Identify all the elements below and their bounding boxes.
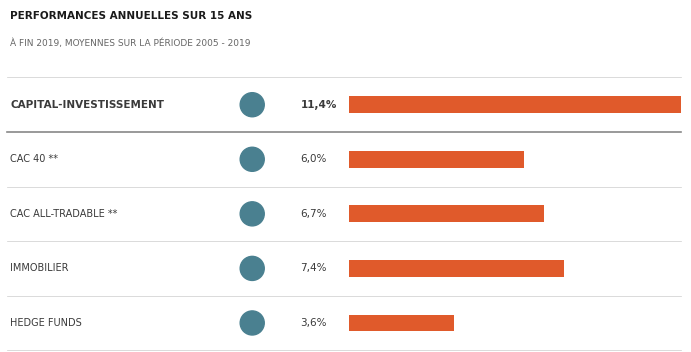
Text: 6,7%: 6,7%: [301, 209, 327, 219]
Circle shape: [240, 311, 264, 335]
Text: 6,0%: 6,0%: [301, 154, 327, 164]
Circle shape: [240, 202, 264, 226]
Text: CAC 40 **: CAC 40 **: [10, 154, 58, 164]
Text: HEDGE FUNDS: HEDGE FUNDS: [10, 318, 82, 328]
Circle shape: [240, 93, 264, 117]
Circle shape: [240, 256, 264, 281]
Text: À FIN 2019, MOYENNES SUR LA PÉRIODE 2005 - 2019: À FIN 2019, MOYENNES SUR LA PÉRIODE 2005…: [10, 39, 251, 48]
Text: 11,4%: 11,4%: [301, 100, 337, 110]
Circle shape: [240, 147, 264, 171]
Text: 7,4%: 7,4%: [301, 263, 327, 274]
Text: CAPITAL-INVESTISSEMENT: CAPITAL-INVESTISSEMENT: [10, 100, 164, 110]
Text: PERFORMANCES ANNUELLES SUR 15 ANS: PERFORMANCES ANNUELLES SUR 15 ANS: [10, 11, 253, 20]
Text: 3,6%: 3,6%: [301, 318, 327, 328]
Text: IMMOBILIER: IMMOBILIER: [10, 263, 69, 274]
Text: CAC ALL-TRADABLE **: CAC ALL-TRADABLE **: [10, 209, 117, 219]
